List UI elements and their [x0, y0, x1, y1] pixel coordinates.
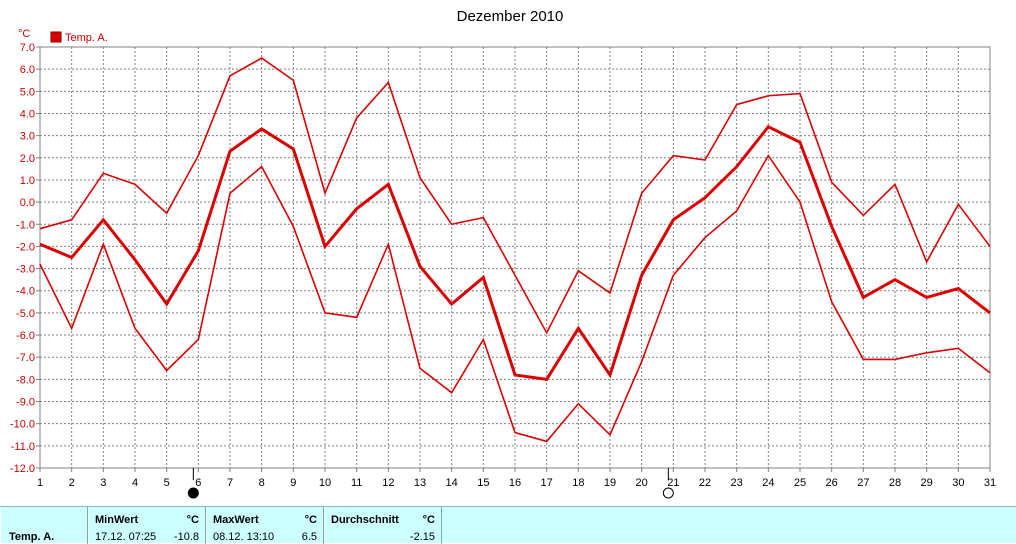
min-date: 17.12. 07:25 — [95, 531, 156, 543]
min-value-cell: MinWert °C 17.12. 07:25 -10.8 — [88, 507, 206, 544]
y-tick-label: -5.0 — [16, 308, 35, 320]
x-tick-label: 5 — [164, 477, 170, 489]
x-tick-label: 31 — [984, 477, 996, 489]
y-axis-ticks: 7.0 6.0 5.0 4.0 3.0 2.0 1.0 0.0 -1.0 -2.0 -3.0 -4.0… — [10, 42, 40, 475]
x-tick-label: 2 — [69, 477, 75, 489]
y-tick-label: 3.0 — [20, 131, 35, 143]
x-tick-label: 22 — [699, 477, 711, 489]
x-tick-label: 3 — [100, 477, 106, 489]
avg-header: Durchschnitt — [331, 514, 399, 526]
avg-value-cell: Durchschnitt °C -2.15 — [324, 507, 442, 544]
y-tick-label: 0.0 — [20, 197, 35, 209]
full-moon-icon — [188, 488, 198, 498]
y-tick-label: 5.0 — [20, 86, 35, 98]
y-tick-label: -1.0 — [16, 219, 35, 231]
x-tick-label: 1 — [37, 477, 43, 489]
y-tick-label: 7.0 — [20, 42, 35, 54]
stats-row-label-cell: Temp. A. — [0, 507, 88, 544]
avg-unit: °C — [423, 514, 435, 526]
max-unit: °C — [305, 514, 317, 526]
x-tick-label: 6 — [195, 477, 201, 489]
legend-label: Temp. A. — [65, 32, 108, 44]
y-tick-label: -9.0 — [16, 397, 35, 409]
x-tick-label: 29 — [921, 477, 933, 489]
y-tick-label: -7.0 — [16, 352, 35, 364]
x-tick-label: 19 — [604, 477, 616, 489]
y-tick-label: 2.0 — [20, 153, 35, 165]
x-tick-label: 21 — [667, 477, 679, 489]
x-tick-label: 28 — [889, 477, 901, 489]
y-tick-label: -11.0 — [11, 441, 35, 453]
max-value-cell: MaxWert °C 08.12. 13:10 6.5 — [206, 507, 324, 544]
x-tick-label: 18 — [572, 477, 584, 489]
y-tick-label: -3.0 — [16, 264, 35, 276]
x-tick-label: 8 — [259, 477, 265, 489]
y-tick-label: 6.0 — [20, 64, 35, 76]
y-unit-label: °C — [18, 28, 30, 40]
statistics-bar: Temp. A. MinWert °C 17.12. 07:25 -10.8 M… — [0, 506, 1016, 543]
max-value: 6.5 — [302, 531, 317, 543]
stats-row-label: Temp. A. — [9, 531, 54, 543]
x-tick-label: 4 — [132, 477, 138, 489]
legend-swatch-icon — [51, 32, 61, 42]
y-tick-label: 1.0 — [20, 175, 35, 187]
x-tick-label: 15 — [477, 477, 489, 489]
x-tick-label: 14 — [446, 477, 458, 489]
x-tick-label: 25 — [794, 477, 806, 489]
x-tick-label: 9 — [290, 477, 296, 489]
max-header: MaxWert — [213, 514, 259, 526]
min-unit: °C — [187, 514, 199, 526]
x-tick-label: 30 — [952, 477, 964, 489]
x-tick-label: 20 — [636, 477, 648, 489]
min-value: -10.8 — [174, 531, 199, 543]
chart-title: Dezember 2010 — [457, 8, 564, 25]
y-tick-label: -4.0 — [16, 286, 35, 298]
y-tick-label: -2.0 — [16, 241, 35, 253]
x-tick-label: 7 — [227, 477, 233, 489]
y-tick-label: 4.0 — [20, 108, 35, 120]
min-header: MinWert — [95, 514, 138, 526]
y-tick-label: -10.0 — [10, 419, 35, 431]
x-tick-label: 11 — [351, 477, 362, 489]
x-tick-label: 12 — [382, 477, 394, 489]
max-date: 08.12. 13:10 — [213, 531, 274, 543]
x-tick-label: 27 — [857, 477, 869, 489]
x-tick-label: 16 — [509, 477, 521, 489]
x-tick-label: 13 — [414, 477, 426, 489]
temperature-chart: Dezember 2010 °C Temp. A. 7.0 6.0 5.0 4.0 3.… — [0, 0, 1016, 506]
x-tick-label: 10 — [319, 477, 331, 489]
x-tick-label: 23 — [731, 477, 743, 489]
x-tick-label: 17 — [541, 477, 553, 489]
y-tick-label: -12.0 — [10, 463, 35, 475]
y-tick-label: -6.0 — [16, 330, 35, 342]
new-moon-icon — [663, 488, 673, 498]
x-tick-label: 24 — [762, 477, 774, 489]
avg-value: -2.15 — [410, 531, 435, 543]
x-tick-label: 26 — [826, 477, 838, 489]
y-tick-label: -8.0 — [16, 374, 35, 386]
